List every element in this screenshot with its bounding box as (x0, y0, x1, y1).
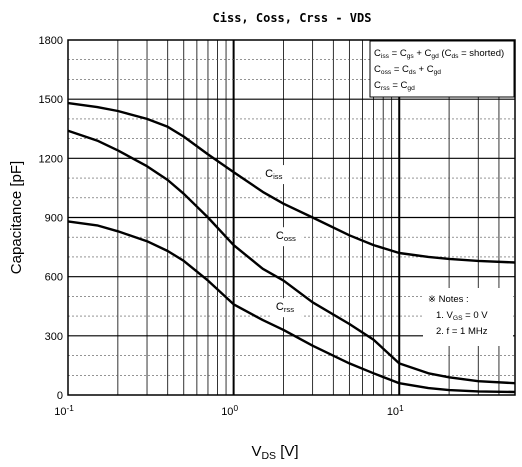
legend-line: Crss = Cgd (374, 80, 415, 92)
legend-box (369, 40, 515, 98)
notes-background (423, 288, 513, 346)
y-tick-label: 900 (45, 213, 63, 225)
series-coss-label-bg (271, 227, 302, 247)
axis-ticks: 0 300 600 900 1200 1500 1800 10-1 100 101 (39, 35, 405, 418)
series-ciss-line (67, 101, 516, 264)
notes-line: 1. VGS = 0 V (436, 310, 488, 322)
series-coss-label: Coss (276, 230, 296, 243)
x-tick-label: 100 (221, 404, 238, 419)
y-tick-label: 300 (45, 331, 63, 343)
y-tick-label: 1800 (39, 35, 63, 47)
legend-line: Coss = Cds + Cgd (374, 64, 441, 76)
series-ciss-label-bg (261, 165, 292, 185)
y-tick-label: 600 (45, 272, 63, 284)
y-tick-label: 0 (57, 390, 63, 402)
axis-labels: Capacitance [pF] VDS [V] (8, 161, 299, 462)
plot-frame (67, 39, 516, 396)
notes-line: 2. f = 1 MHz (436, 326, 488, 337)
x-tick-label: 101 (387, 404, 404, 419)
legend-line: Ciss = Cgs + Cgd (Cds = shorted) (374, 48, 504, 60)
legend: Ciss = Cgs + Cgd (Cds = shorted) Coss = C… (369, 40, 515, 98)
y-tick-label: 1200 (39, 153, 63, 165)
notes-box: ※ Notes : 1. VGS = 0 V 2. f = 1 MHz (423, 288, 513, 346)
x-axis-label: VDS [V] (251, 443, 298, 462)
notes-header: ※ Notes : (428, 294, 469, 305)
series-crss-line (67, 220, 516, 394)
series-coss-line (67, 129, 516, 385)
plot-curves: Ciss Coss Crss (67, 101, 516, 394)
series-ciss-label: Ciss (265, 168, 283, 181)
series-crss-label-bg (271, 298, 302, 318)
y-tick-label: 1500 (39, 94, 63, 106)
series-crss-label: Crss (276, 301, 294, 314)
y-axis-label: Capacitance [pF] (8, 161, 25, 274)
x-tick-label: 10-1 (54, 404, 74, 419)
chart-title: Ciss, Coss, Crss - VDS (213, 11, 372, 25)
